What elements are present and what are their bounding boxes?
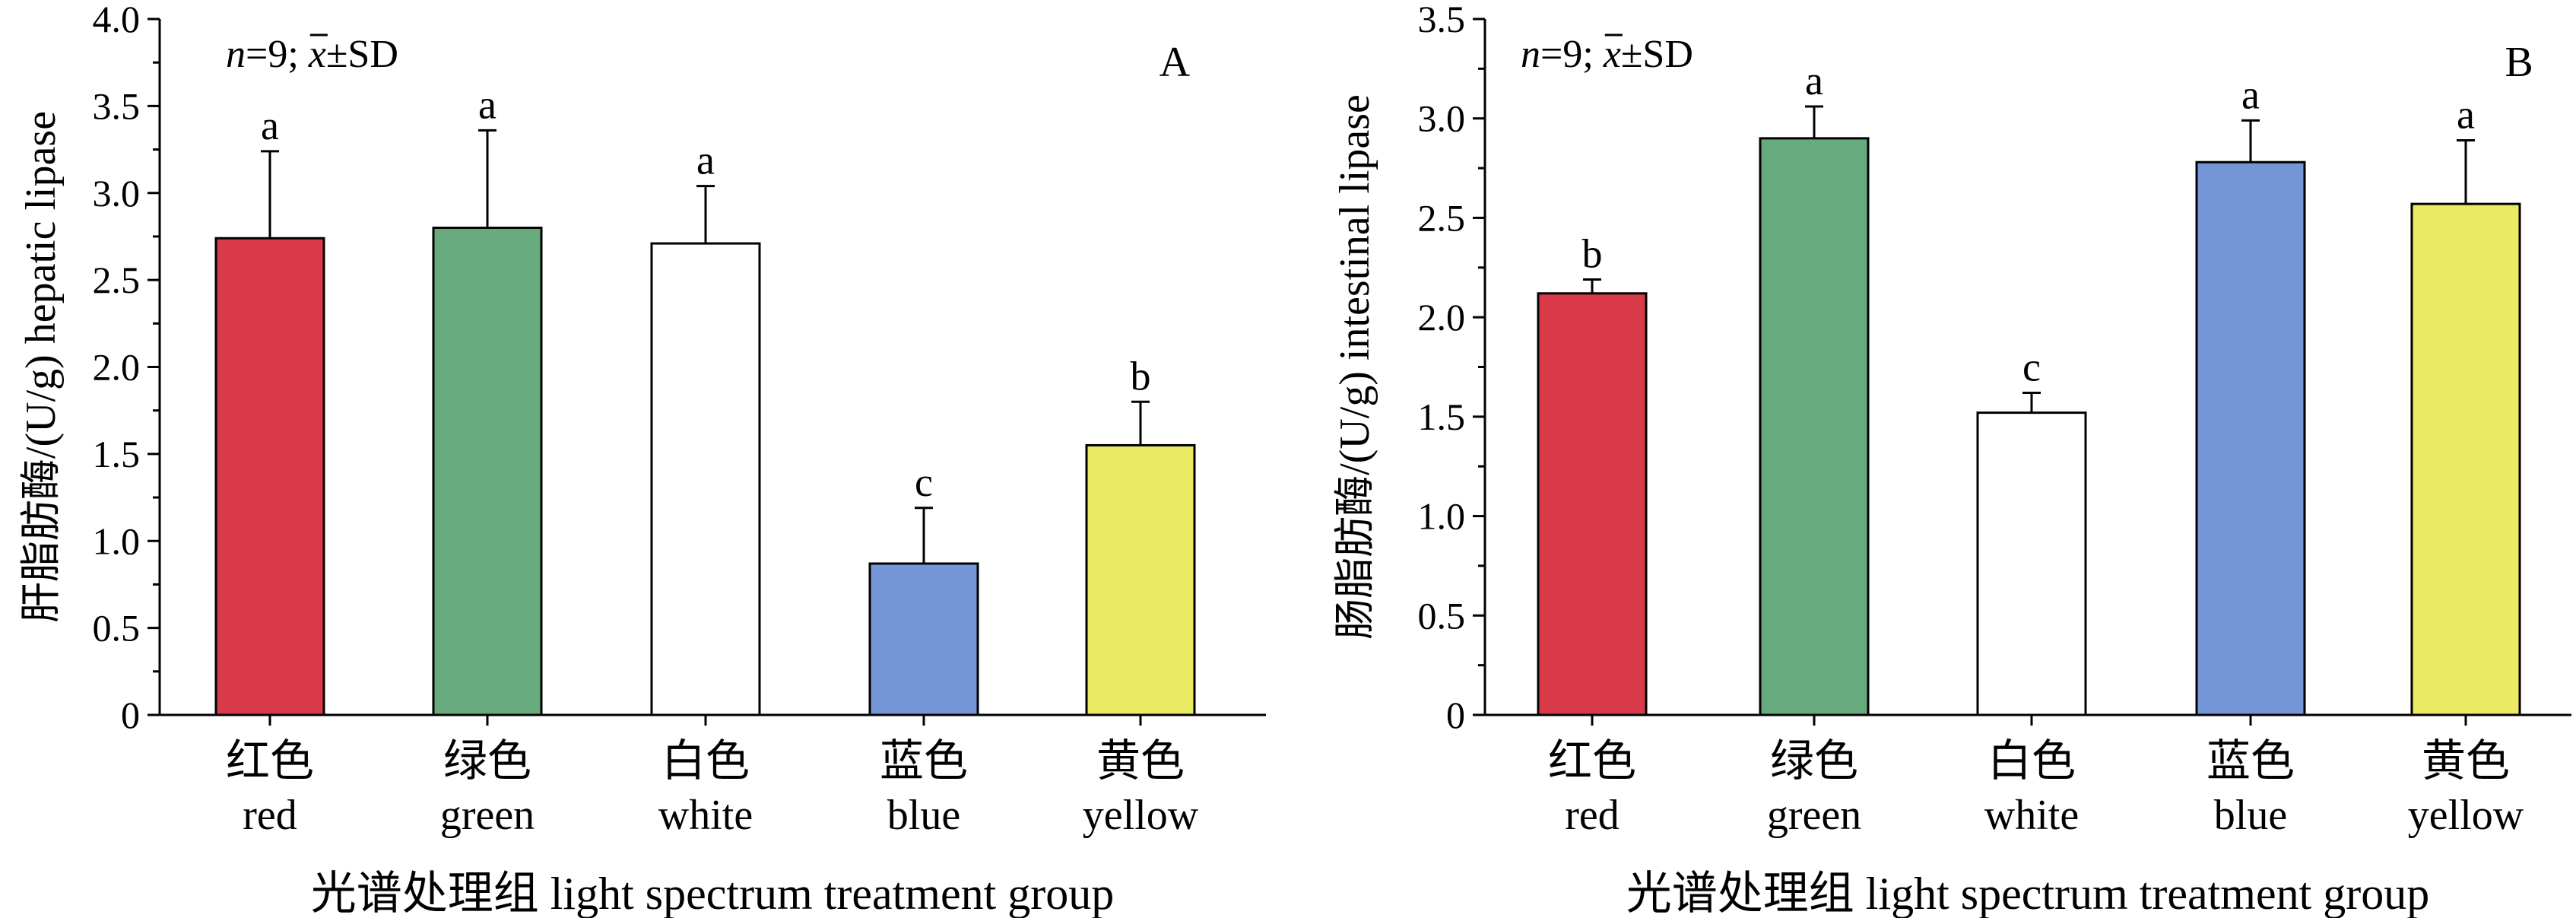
category-label-zh-yellow: 黄色 [1096,735,1185,786]
bar-green [1759,137,1870,716]
significance-letter-green: a [478,81,496,127]
category-label-zh-yellow: 黄色 [2422,735,2510,786]
category-label-zh-white: 白色 [1988,735,2076,786]
category-label-zh-green: 绿色 [443,735,531,786]
bar-white [650,242,761,716]
x-axis-title: 光谱处理组 light spectrum treatment group [311,869,1114,918]
bar-white [1976,411,2087,716]
y-tick-label: 1.0 [93,519,141,562]
y-tick-label: 0 [121,694,140,736]
y-tick-label: 3.5 [93,84,141,127]
stats-label: n=9; x±SD [1521,33,1693,76]
significance-letter-blue: a [2241,71,2260,117]
category-label-en-blue: blue [2214,792,2287,839]
significance-letter-white: a [696,138,715,183]
category-label-en-blue: blue [887,792,960,839]
y-tick-label: 3.0 [93,172,141,214]
significance-letter-red: b [1582,230,1603,276]
bar-blue [868,562,979,716]
y-axis-title: 肝脂肪酶/(U/g) hepatic lipase [17,111,65,623]
significance-letter-yellow: b [1131,353,1151,399]
bar-red [1537,292,1648,716]
y-tick-label: 3.5 [1418,0,1466,40]
category-label-zh-green: 绿色 [1770,735,1858,786]
significance-letter-blue: c [915,459,933,505]
chart-panel-a: a 红色 red a 绿色 green a 白色 white c 蓝色 blue b 黄色 yellow 0 0… [17,0,1266,918]
y-tick-label: 2.5 [1418,196,1466,239]
category-label-en-green: green [1767,792,1861,839]
category-label-zh-blue: 蓝色 [880,735,968,786]
bar-green [432,227,543,716]
category-label-zh-blue: 蓝色 [2206,735,2295,786]
y-tick-label: 2.0 [1418,296,1466,338]
category-label-en-yellow: yellow [2408,792,2524,839]
significance-letter-yellow: a [2457,91,2475,137]
y-tick-label: 1.0 [1418,495,1466,538]
y-tick-label: 2.0 [93,346,141,389]
panel-label: B [2505,39,2533,86]
category-label-zh-red: 红色 [226,735,314,786]
y-tick-label: 3.0 [1418,97,1466,140]
significance-letter-white: c [2022,344,2041,389]
bar-red [214,237,325,716]
bar-yellow [2410,202,2521,716]
category-label-en-red: red [1565,792,1620,839]
chart-panel-b: b 红色 red a 绿色 green c 白色 white a 蓝色 blue a 黄色 yellow 0 0… [1331,0,2571,918]
category-label-en-white: white [658,792,753,839]
panel-label: A [1160,39,1191,86]
category-label-en-red: red [243,792,297,839]
category-label-en-green: green [440,792,535,839]
category-label-zh-white: 白色 [661,735,750,786]
x-axis-title: 光谱处理组 light spectrum treatment group [1626,869,2429,918]
category-label-zh-red: 红色 [1548,735,1636,786]
y-tick-label: 1.5 [1418,395,1466,438]
y-tick-label: 0 [1446,694,1465,736]
y-axis-title: 肠脂肪酶/(U/g) intestinal lipase [1331,94,1378,640]
category-label-en-white: white [1984,792,2079,839]
stats-label: n=9; x±SD [226,33,398,76]
y-tick-label: 2.5 [93,259,141,301]
y-tick-label: 0.5 [1418,594,1466,637]
bar-yellow [1085,443,1196,716]
y-tick-label: 4.0 [93,0,141,40]
significance-letter-red: a [261,103,279,148]
y-tick-label: 1.5 [93,433,141,475]
significance-letter-green: a [1805,58,1823,103]
y-tick-label: 0.5 [93,607,141,650]
category-label-en-yellow: yellow [1083,792,1199,839]
bar-blue [2195,160,2306,716]
